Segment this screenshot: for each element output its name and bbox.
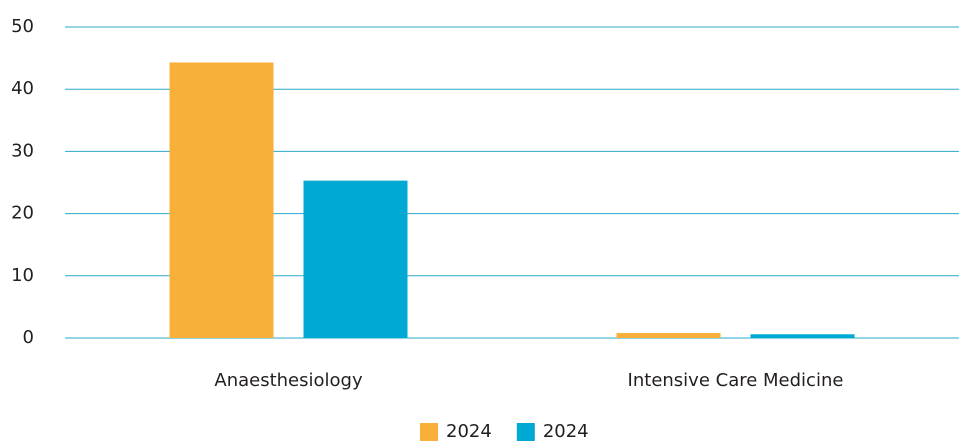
y-tick-label: 0 (23, 327, 34, 348)
y-tick-label: 10 (11, 265, 34, 286)
legend-swatch (516, 423, 535, 441)
legend-label: 2024 (543, 421, 589, 441)
bar (750, 334, 855, 338)
y-tick-label: 50 (11, 16, 34, 37)
bar (616, 333, 721, 338)
x-tick-label: Anaesthesiology (214, 370, 363, 391)
legend-swatch (420, 423, 438, 441)
bar (303, 180, 408, 338)
y-tick-label: 20 (11, 203, 34, 224)
y-tick-label: 30 (11, 140, 34, 161)
x-tick-label: Intensive Care Medicine (628, 370, 844, 391)
y-tick-label: 40 (11, 78, 34, 99)
bar (169, 62, 274, 338)
legend-label: 2024 (446, 421, 492, 441)
